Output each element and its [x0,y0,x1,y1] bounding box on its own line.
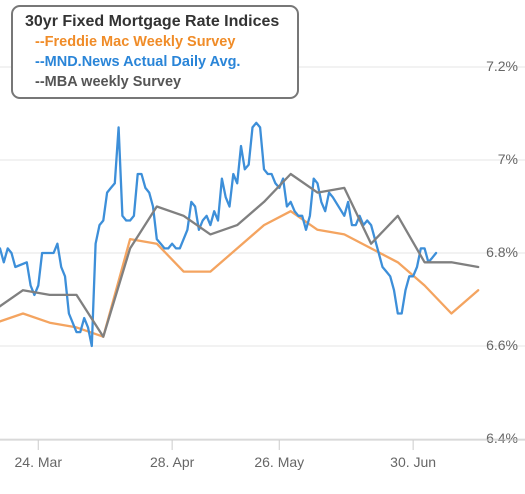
legend: 30yr Fixed Mortgage Rate Indices --Fredd… [11,5,299,99]
y-tick-label: 6.8% [486,244,518,260]
chart-title: 30yr Fixed Mortgage Rate Indices [25,13,280,30]
y-tick-label: 6.6% [486,337,518,353]
grid-layer [0,66,525,440]
x-tick-label: 26. May [254,454,304,470]
x-tick-label: 30. Jun [390,454,436,470]
series-line-freddie-mac[interactable] [0,210,480,338]
y-tick-label: 7.2% [486,58,518,74]
x-tick-label: 28. Apr [150,454,195,470]
legend-item-freddie-mac[interactable]: --Freddie Mac Weekly Survey [35,34,236,50]
legend-item-mba[interactable]: --MBA weekly Survey [35,74,182,90]
y-tick-label: 7% [498,151,518,167]
series-line-mnd-news[interactable] [0,121,438,348]
series-line-mba[interactable] [0,172,480,338]
legend-item-mnd-news[interactable]: --MND.News Actual Daily Avg. [35,54,241,70]
y-tick-label: 6.4% [486,430,518,446]
series-layer [0,121,480,348]
x-tick-label: 24. Mar [15,454,63,470]
axis-layer: 6.4% 6.6% 6.8% 7% 7.2% 24. Mar 28. Apr 26. May 3… [0,58,525,470]
